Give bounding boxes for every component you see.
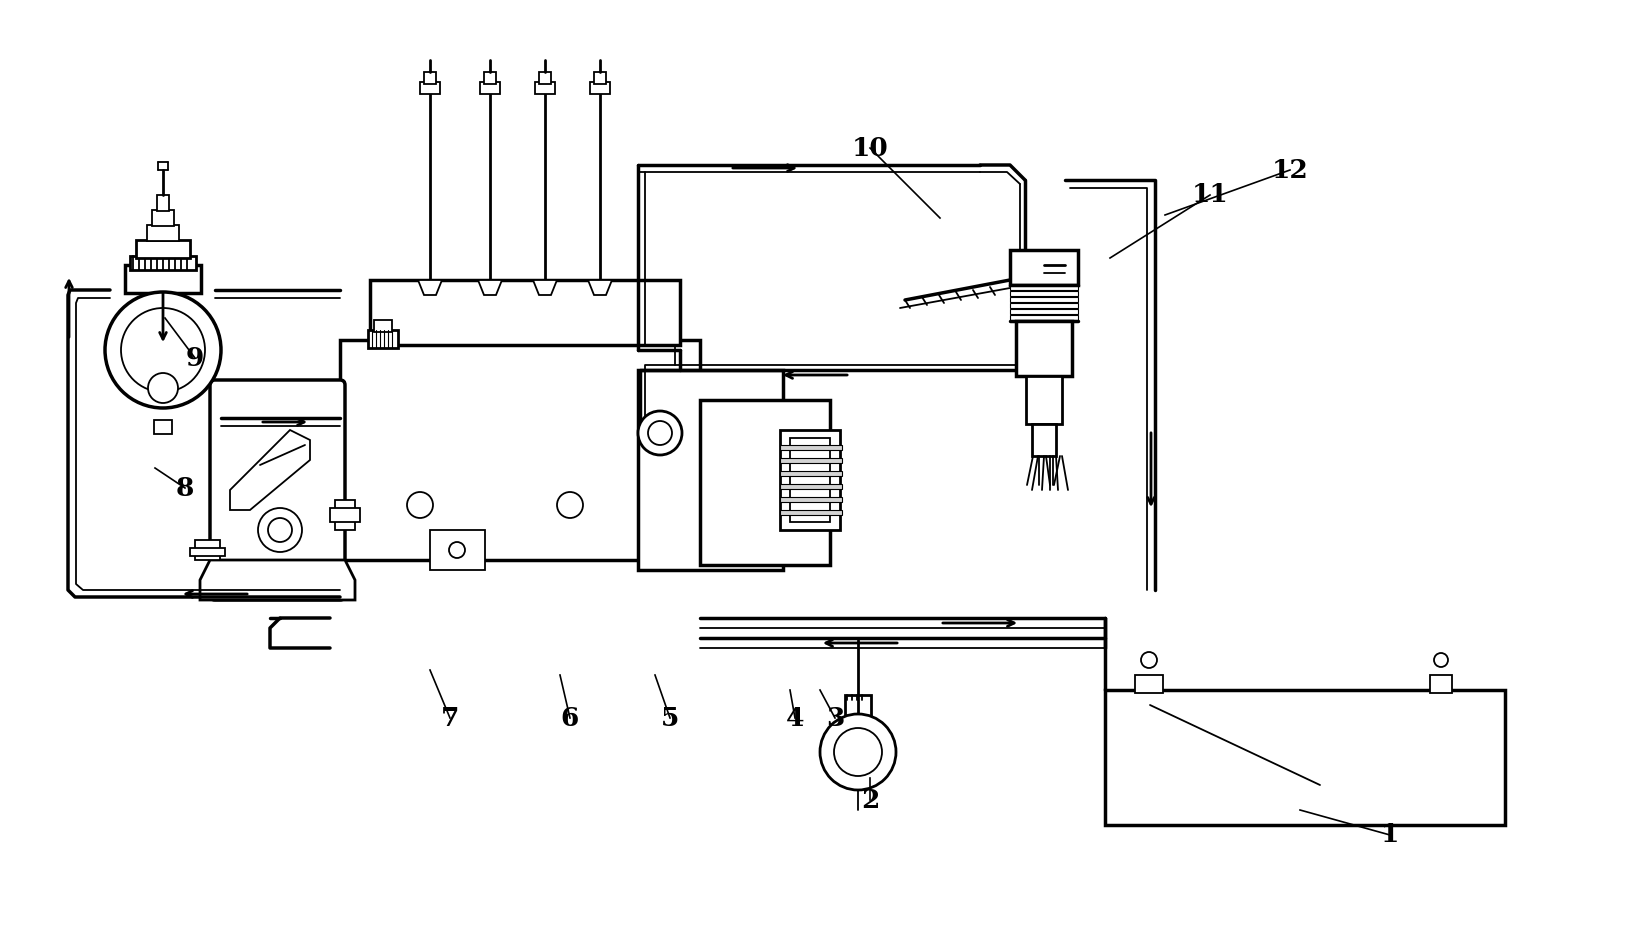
Bar	[370, 280, 680, 345]
Bar	[1033, 424, 1056, 456]
Bar	[1010, 303, 1078, 308]
Bar	[329, 508, 361, 522]
Text: 12: 12	[1272, 157, 1308, 183]
Circle shape	[834, 728, 882, 776]
Bar	[334, 500, 356, 530]
Bar	[369, 330, 398, 348]
Text: 6: 6	[561, 705, 579, 730]
Bar	[780, 430, 841, 530]
Polygon shape	[229, 430, 310, 510]
Bar	[846, 695, 870, 717]
Bar	[638, 370, 783, 570]
Bar	[125, 265, 202, 293]
Bar	[1105, 690, 1505, 825]
Bar	[780, 458, 842, 463]
Bar	[593, 72, 606, 84]
Bar	[129, 256, 197, 270]
Bar	[154, 420, 172, 434]
Polygon shape	[418, 280, 443, 295]
Circle shape	[820, 714, 897, 790]
Circle shape	[257, 508, 302, 552]
Circle shape	[647, 421, 672, 445]
Bar	[1134, 675, 1164, 693]
Text: 4: 4	[785, 705, 805, 730]
Text: 3: 3	[826, 705, 844, 730]
Bar	[1026, 376, 1062, 424]
Circle shape	[269, 518, 292, 542]
Bar	[780, 497, 842, 502]
Bar	[539, 72, 551, 84]
Bar	[780, 484, 842, 489]
Bar	[780, 471, 842, 476]
Text: 9: 9	[185, 346, 205, 370]
Bar	[780, 510, 842, 515]
Bar	[374, 320, 392, 332]
Bar	[148, 225, 179, 241]
Circle shape	[406, 492, 433, 518]
Bar	[1010, 315, 1078, 320]
FancyBboxPatch shape	[210, 380, 344, 600]
Bar	[1010, 250, 1078, 285]
Text: 10: 10	[852, 135, 888, 161]
Bar	[780, 445, 842, 450]
Bar	[420, 82, 439, 94]
Bar	[534, 82, 556, 94]
Circle shape	[1434, 653, 1447, 667]
Bar	[136, 240, 190, 258]
Text: 11: 11	[1192, 183, 1228, 208]
Bar	[157, 195, 169, 211]
Circle shape	[449, 542, 465, 558]
Bar	[1010, 309, 1078, 314]
Bar	[152, 210, 174, 226]
Text: 7: 7	[441, 705, 459, 730]
Text: 5: 5	[661, 705, 679, 730]
Bar	[700, 400, 829, 565]
Bar	[1010, 291, 1078, 296]
Text: 2: 2	[860, 787, 879, 812]
Bar	[195, 540, 220, 560]
Bar	[429, 530, 485, 570]
Bar	[484, 72, 497, 84]
Polygon shape	[533, 280, 557, 295]
Circle shape	[148, 373, 179, 403]
Polygon shape	[479, 280, 502, 295]
Circle shape	[121, 308, 205, 392]
Text: 8: 8	[175, 475, 193, 501]
Bar	[590, 82, 610, 94]
Text: 1: 1	[1380, 823, 1400, 847]
Circle shape	[557, 492, 583, 518]
Circle shape	[638, 411, 682, 455]
Circle shape	[1141, 652, 1157, 668]
Circle shape	[105, 292, 221, 408]
Polygon shape	[588, 280, 611, 295]
Polygon shape	[200, 560, 356, 600]
Bar	[1429, 675, 1452, 693]
Bar	[480, 82, 500, 94]
Bar	[790, 438, 829, 522]
Bar	[190, 548, 225, 556]
Bar	[425, 72, 436, 84]
Bar	[1010, 285, 1078, 290]
Bar	[1016, 321, 1072, 376]
Bar	[339, 340, 700, 560]
Bar	[1010, 297, 1078, 302]
